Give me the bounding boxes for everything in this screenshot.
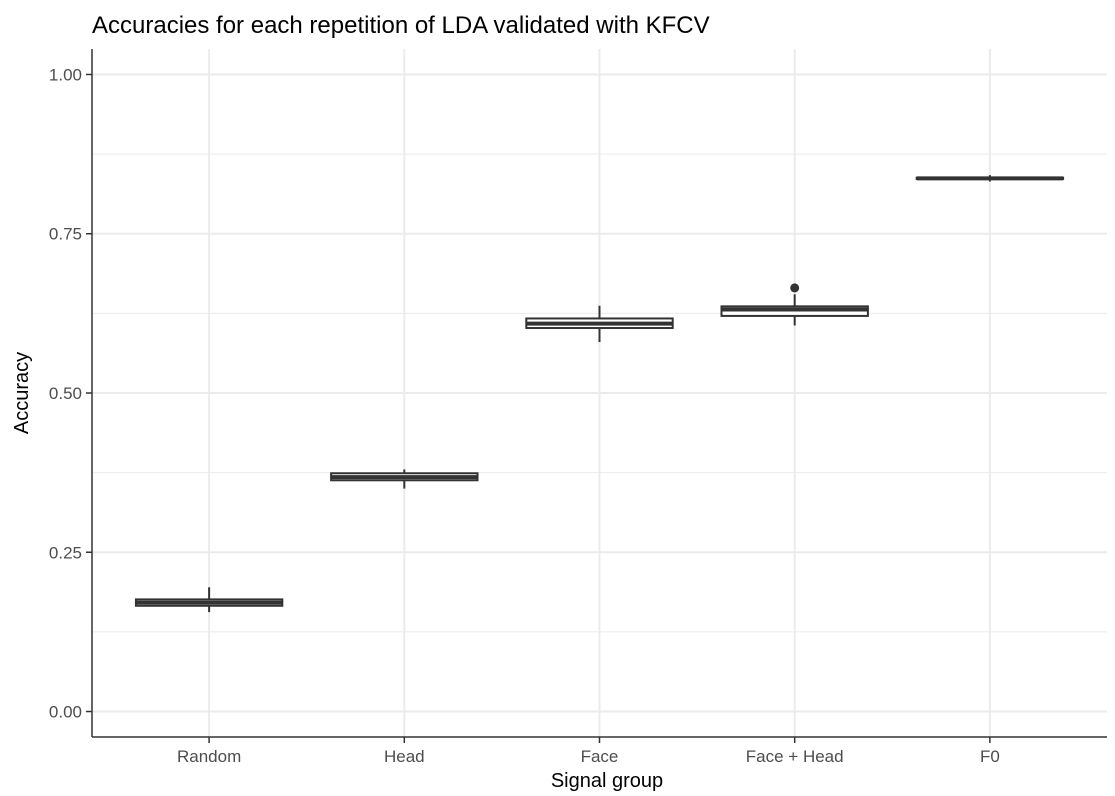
x-tick-label: F0 (980, 747, 1000, 766)
y-tick-label: 0.00 (49, 703, 82, 722)
box-random (134, 587, 284, 613)
x-tick-label: Head (384, 747, 425, 766)
x-tick-labels: Random Head Face Face + Head F0 (177, 747, 1000, 766)
box-face-head (720, 283, 869, 326)
outlier-point (790, 283, 800, 293)
chart-title: Accuracies for each repetition of LDA va… (92, 12, 710, 39)
y-axis-title: Accuracy (11, 352, 33, 434)
boxplot-layer (134, 175, 1065, 613)
x-tick-label: Face + Head (746, 747, 844, 766)
x-tick-label: Random (177, 747, 241, 766)
box-f0 (915, 175, 1065, 182)
y-tick-label: 0.75 (49, 225, 82, 244)
box-face (525, 305, 674, 343)
grid-major (92, 49, 1107, 737)
y-tick-label: 0.50 (49, 384, 82, 403)
y-tick-label: 1.00 (49, 65, 82, 84)
y-tick-label: 0.25 (49, 543, 82, 562)
y-tick-labels: 0.00 0.25 0.50 0.75 1.00 (49, 65, 82, 721)
axes (86, 49, 1107, 743)
box-head (330, 469, 479, 489)
x-axis-title: Signal group (551, 770, 663, 792)
x-tick-label: Face (581, 747, 619, 766)
